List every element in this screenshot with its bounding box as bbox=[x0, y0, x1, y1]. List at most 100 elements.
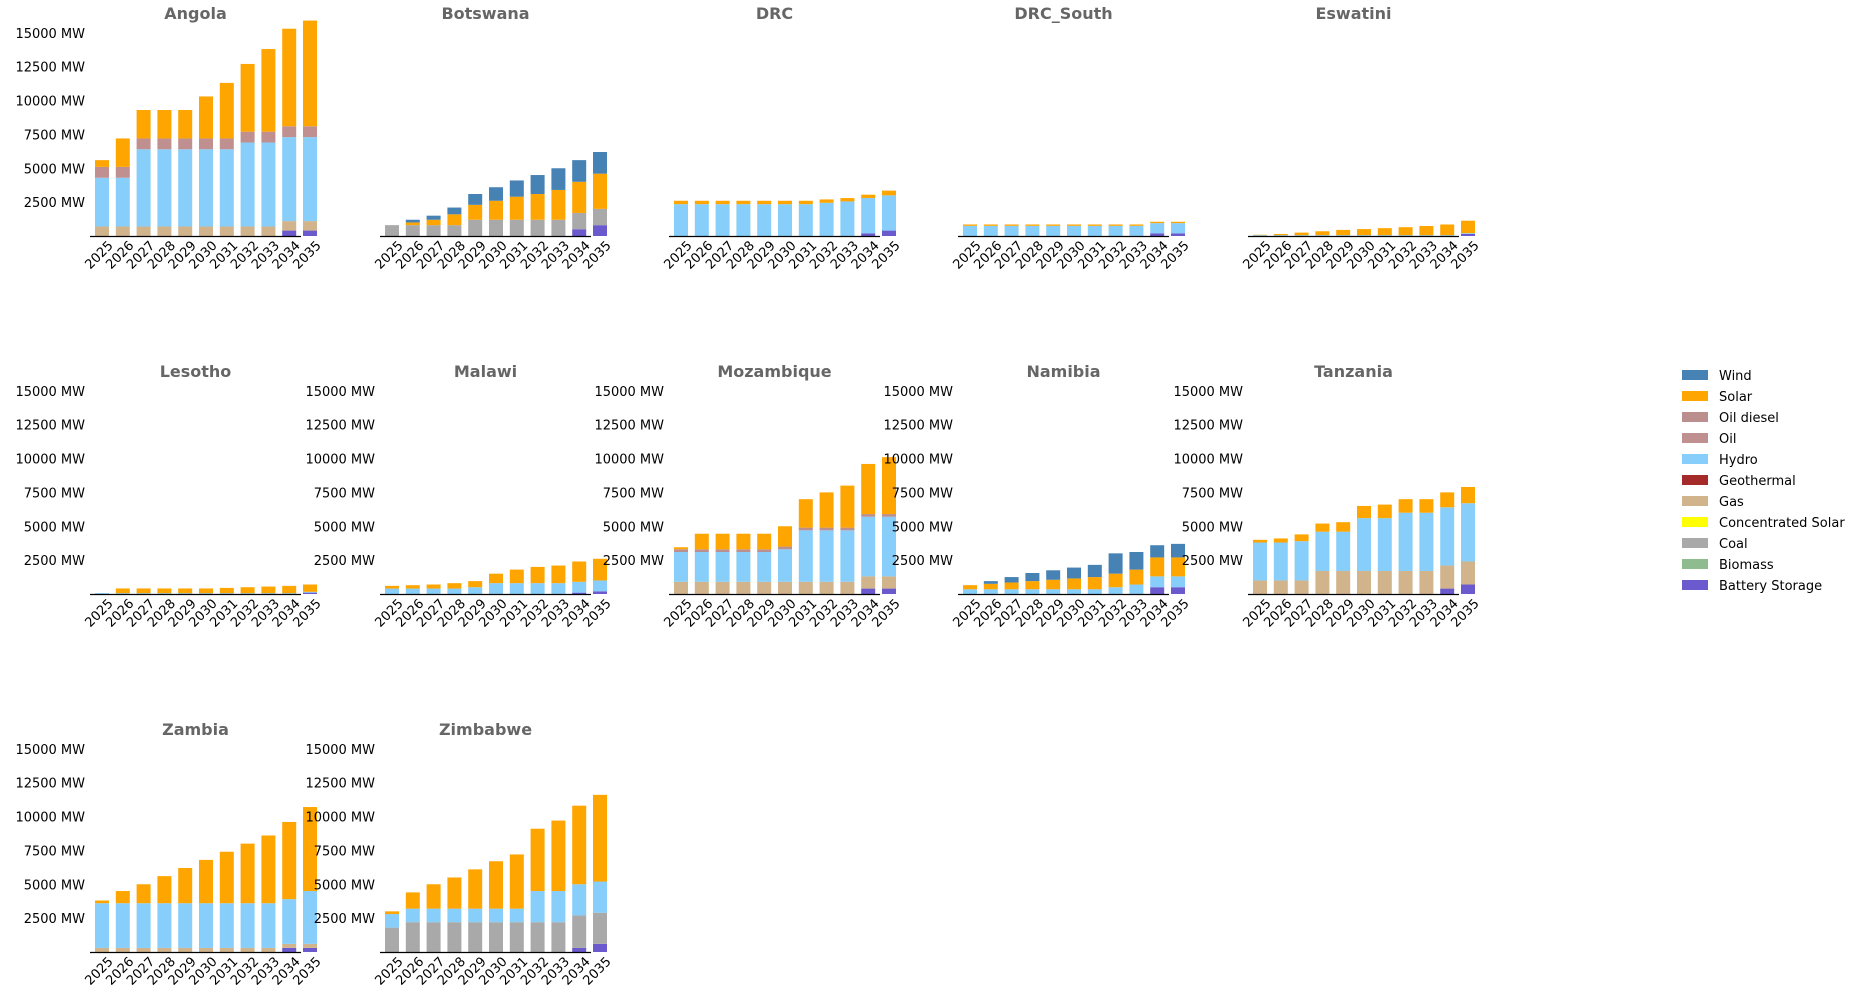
bar-segment-hydro-2031 bbox=[1378, 518, 1392, 571]
bar-segment-hydro-2034 bbox=[1440, 507, 1454, 565]
bar-segment-hydro-2030 bbox=[1067, 589, 1081, 594]
bar-segment-hydro-2028 bbox=[1025, 589, 1039, 594]
bar-segment-solar-2028 bbox=[447, 877, 461, 908]
bar-segment-gas-2034 bbox=[282, 944, 296, 948]
bar-segment-coal-2032 bbox=[531, 922, 545, 952]
bar-segment-solar-2033 bbox=[551, 566, 565, 584]
bar-segment-hydro-2035 bbox=[303, 137, 317, 221]
bar-segment-solar-2031 bbox=[220, 852, 234, 903]
bar-segment-wind-2028 bbox=[1025, 573, 1039, 581]
bar-segment-gas-2025 bbox=[674, 582, 688, 594]
bar-segment-gas-2028 bbox=[157, 948, 171, 952]
bar-segment-hydro-2027 bbox=[427, 909, 441, 923]
bar-segment-hydro-2031 bbox=[220, 593, 234, 594]
panel-title-lesotho: Lesotho bbox=[160, 362, 232, 381]
bar-segment-solar-2035 bbox=[303, 21, 317, 127]
bar-segment-hydro-2032 bbox=[241, 593, 255, 594]
bar-segment-solar-2034 bbox=[1150, 222, 1164, 223]
bar-segment-solar-2030 bbox=[1357, 229, 1371, 235]
bar-segment-solar-2032 bbox=[531, 567, 545, 583]
bar-segment-oil-2031 bbox=[220, 138, 234, 149]
bar-segment-gas-2031 bbox=[799, 582, 813, 594]
bar-segment-solar-2026 bbox=[406, 585, 420, 588]
bar-segment-solar-2035 bbox=[1171, 222, 1185, 223]
bar-segment-solar-2032 bbox=[1399, 499, 1413, 513]
bar-segment-solar-2028 bbox=[157, 876, 171, 903]
bar-segment-solar-2030 bbox=[199, 860, 213, 903]
bar-segment-gas-2033 bbox=[840, 582, 854, 594]
y-tick-label: 7500 MW bbox=[603, 486, 664, 501]
bar-segment-solar-2030 bbox=[1067, 578, 1081, 589]
bar-segment-hydro-2028 bbox=[736, 204, 750, 236]
bar-segment-hydro-2034 bbox=[861, 198, 875, 233]
y-tick-label: 12500 MW bbox=[15, 777, 85, 792]
y-tick-label: 15000 MW bbox=[305, 385, 375, 400]
bar-segment-solar-2034 bbox=[1440, 492, 1454, 507]
bar-segment-solar-2027 bbox=[716, 534, 730, 550]
bar-segment-oil-2032 bbox=[241, 132, 255, 143]
bar-segment-solar-2034 bbox=[572, 182, 586, 213]
y-tick-label: 10000 MW bbox=[305, 811, 375, 826]
bar-segment-solar-2035 bbox=[593, 174, 607, 209]
bar-segment-hydro-2033 bbox=[840, 201, 854, 236]
bar-segment-hydro-2034 bbox=[861, 517, 875, 577]
bar-segment-hydro-2025 bbox=[963, 589, 977, 594]
bar-segment-battery-storage-2034 bbox=[861, 233, 875, 236]
y-tick-label: 15000 MW bbox=[883, 385, 953, 400]
y-tick-label: 12500 MW bbox=[15, 61, 85, 76]
bar-segment-gas-2029 bbox=[178, 227, 192, 236]
y-tick-label: 5000 MW bbox=[24, 520, 85, 535]
bar-segment-battery-storage-2035 bbox=[1171, 233, 1185, 236]
bar-segment-gas-2032 bbox=[1399, 571, 1413, 594]
bar-segment-solar-2029 bbox=[468, 581, 482, 587]
bar-segment-hydro-2026 bbox=[695, 552, 709, 582]
bar-segment-solar-2026 bbox=[406, 892, 420, 908]
bar-segment-hydro-2031 bbox=[799, 530, 813, 581]
bar-segment-hydro-2035 bbox=[1461, 503, 1475, 561]
y-tick-label: 5000 MW bbox=[314, 520, 375, 535]
y-tick-label: 5000 MW bbox=[603, 520, 664, 535]
bar-segment-gas-2035 bbox=[303, 221, 317, 230]
bar-segment-hydro-2034 bbox=[572, 884, 586, 915]
y-tick-label: 7500 MW bbox=[1182, 486, 1243, 501]
legend-swatch-biomass bbox=[1682, 559, 1708, 569]
bar-segment-battery-storage-2035 bbox=[1461, 234, 1475, 236]
bar-segment-gas-2025 bbox=[95, 227, 109, 236]
y-tick-label: 10000 MW bbox=[15, 453, 85, 468]
bar-segment-hydro-2032 bbox=[1109, 587, 1123, 594]
legend-label-concentrated-solar: Concentrated Solar bbox=[1719, 516, 1845, 531]
bar-segment-hydro-2027 bbox=[1005, 226, 1019, 236]
legend-label-oil-diesel: Oil diesel bbox=[1719, 411, 1779, 426]
bar-segment-gas-2026 bbox=[695, 582, 709, 594]
y-tick-label: 10000 MW bbox=[305, 453, 375, 468]
bar-segment-battery-storage-2035 bbox=[882, 231, 896, 236]
bar-segment-hydro-2026 bbox=[984, 226, 998, 236]
y-tick-label: 2500 MW bbox=[24, 554, 85, 569]
bar-segment-hydro-2031 bbox=[510, 909, 524, 923]
bar-segment-hydro-2027 bbox=[1295, 541, 1309, 580]
bar-segment-hydro-2028 bbox=[1025, 226, 1039, 236]
bar-segment-gas-2031 bbox=[1378, 571, 1392, 594]
legend-label-hydro: Hydro bbox=[1719, 453, 1758, 468]
bar-segment-solar-2029 bbox=[178, 110, 192, 138]
legend-label-biomass: Biomass bbox=[1719, 558, 1774, 573]
bar-segment-hydro-2029 bbox=[178, 149, 192, 226]
bar-segment-hydro-2034 bbox=[1440, 235, 1454, 236]
bar-segment-hydro-2032 bbox=[820, 203, 834, 236]
bar-segment-hydro-2027 bbox=[1005, 589, 1019, 594]
bar-segment-oil-diesel-2029 bbox=[757, 549, 771, 552]
bar-segment-solar-2032 bbox=[820, 492, 834, 527]
bar-segment-hydro-2029 bbox=[757, 552, 771, 582]
bar-segment-hydro-2030 bbox=[199, 593, 213, 594]
bar-segment-solar-2030 bbox=[778, 526, 792, 546]
bar-segment-hydro-2028 bbox=[1315, 532, 1329, 571]
bar-segment-hydro-2034 bbox=[1150, 576, 1164, 587]
bar-segment-solar-2030 bbox=[489, 574, 503, 583]
y-tick-label: 12500 MW bbox=[305, 419, 375, 434]
bar-segment-solar-2034 bbox=[861, 195, 875, 198]
bar-segment-hydro-2026 bbox=[406, 589, 420, 594]
bar-segment-wind-2026 bbox=[984, 581, 998, 584]
